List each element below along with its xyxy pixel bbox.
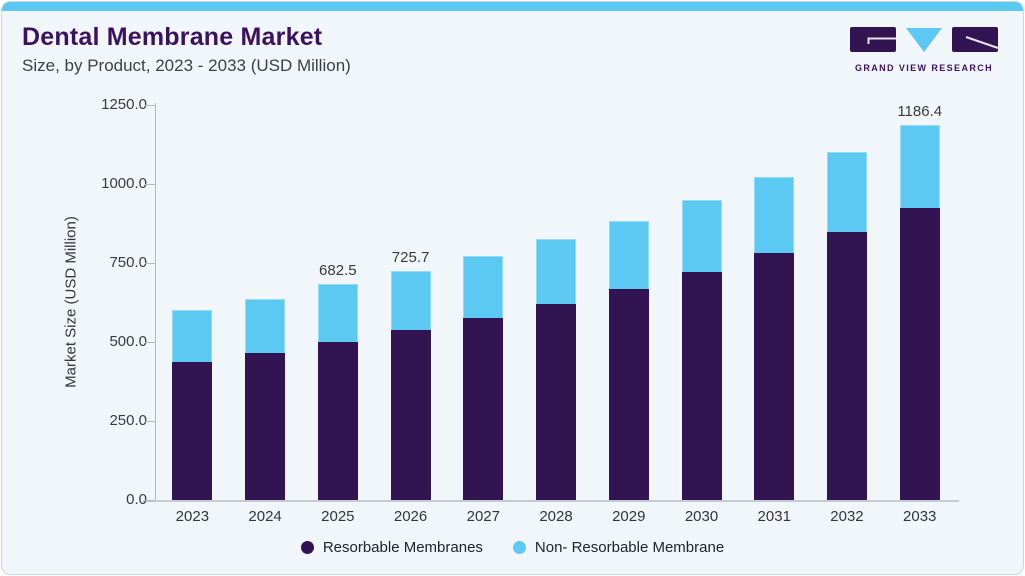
bar-segment-resorbable-membranes-2023: [172, 361, 213, 500]
bar-group-2032: [811, 105, 884, 500]
legend-label: Non- Resorbable Membrane: [534, 539, 725, 556]
y-tick-mark: [145, 342, 155, 343]
x-tick-label-2031: 2031: [757, 508, 791, 525]
bar-segment-non-resorbable-membrane-2032: [826, 152, 867, 232]
plot-area: 682.5 725.7 1186.4: [156, 103, 956, 500]
stacked-bar-2027: [463, 255, 504, 500]
stacked-bar-2028: [536, 238, 577, 500]
bar-segment-non-resorbable-membrane-2033: [899, 125, 940, 209]
bar-segment-resorbable-membranes-2024: [245, 352, 286, 500]
chart-legend: Resorbable Membranes Non- Resorbable Memb…: [2, 539, 1023, 556]
y-tick-mark: [145, 421, 155, 422]
stacked-bar-2026: 725.7: [390, 249, 431, 500]
bar-group-2025: 682.5: [301, 105, 374, 500]
x-tick-label-2033: 2033: [903, 508, 937, 525]
logo-triangle: [906, 28, 942, 52]
bar-segment-non-resorbable-membrane-2023: [172, 310, 213, 362]
top-accent-bar: [2, 2, 1023, 11]
y-tick-label: 500.0: [109, 333, 147, 350]
x-tick-label-2029: 2029: [612, 508, 646, 525]
bar-group-2023: [156, 105, 229, 500]
x-tick-label-2027: 2027: [466, 508, 500, 525]
bar-group-2030: [665, 105, 738, 500]
bar-value-label-2026: 725.7: [391, 248, 430, 266]
y-tick-label: 250.0: [109, 412, 147, 429]
y-tick-label: 0.0: [126, 491, 147, 508]
bar-group-2024: [229, 105, 302, 500]
stacked-bar-2023: [172, 310, 213, 500]
bar-segment-resorbable-membranes-2028: [536, 303, 577, 500]
legend-dot-icon: [300, 541, 314, 554]
y-tick-label: 1250.0: [101, 96, 147, 113]
stacked-bar-2031: [754, 177, 795, 500]
bar-group-2033: 1186.4: [883, 103, 956, 500]
stacked-bar-2033: 1186.4: [897, 103, 942, 500]
x-axis-line: [143, 500, 959, 502]
bar-segment-resorbable-membranes-2031: [754, 253, 795, 500]
bar-segment-non-resorbable-membrane-2026: [390, 270, 431, 331]
stacked-bar-2032: [826, 152, 867, 500]
bar-segment-non-resorbable-membrane-2031: [754, 177, 795, 254]
stacked-bar-2025: 682.5: [317, 262, 358, 500]
bar-group-2027: [447, 105, 520, 500]
stacked-bar-2030: [681, 199, 722, 500]
y-tick-mark: [145, 263, 155, 264]
y-tick-mark: [145, 184, 155, 185]
bar-value-label-2033: 1186.4: [897, 103, 943, 121]
x-tick-label-2023: 2023: [175, 508, 210, 525]
legend-item-non-resorbable-membrane: Non- Resorbable Membrane: [512, 539, 725, 556]
bar-segment-resorbable-membranes-2030: [681, 271, 722, 500]
x-tick-label-2032: 2032: [830, 508, 864, 525]
bar-segment-resorbable-membranes-2029: [608, 289, 649, 500]
gvr-logo: GRAND VIEW RESEARCH: [849, 25, 999, 73]
bar-group-2026: 725.7: [374, 105, 447, 500]
bar-segment-resorbable-membranes-2032: [826, 231, 867, 500]
stacked-bar-2024: [245, 299, 286, 500]
y-tick-mark: [145, 500, 155, 501]
y-axis-title: Market Size (USD Million): [62, 216, 80, 388]
y-tick-label: 750.0: [109, 254, 147, 271]
x-tick-label-2025: 2025: [321, 508, 355, 525]
legend-dot-icon: [512, 541, 526, 554]
bar-segment-resorbable-membranes-2026: [390, 330, 431, 500]
bar-value-label-2025: 682.5: [319, 262, 357, 280]
legend-item-resorbable-membranes: Resorbable Membranes: [300, 539, 483, 556]
x-tick-label-2026: 2026: [393, 508, 428, 525]
page-title: Dental Membrane Market: [22, 23, 323, 51]
y-tick-label: 1000.0: [101, 175, 147, 192]
bar-segment-non-resorbable-membrane-2029: [608, 220, 649, 290]
bar-segment-non-resorbable-membrane-2025: [317, 284, 358, 342]
bar-segment-resorbable-membranes-2025: [317, 341, 358, 500]
bar-segment-non-resorbable-membrane-2027: [463, 255, 504, 318]
bar-segment-non-resorbable-membrane-2024: [245, 299, 286, 353]
bar-segment-non-resorbable-membrane-2030: [681, 199, 722, 272]
x-tick-label-2030: 2030: [684, 508, 719, 525]
stacked-bar-2029: [608, 220, 649, 500]
bar-group-2028: [520, 105, 593, 500]
x-axis-labels: 2023 2024 2025 2026 2027 2028 2029 2030 2031 2032…: [156, 508, 956, 525]
y-tick-mark: [145, 105, 155, 106]
x-tick-label-2024: 2024: [248, 508, 282, 525]
bar-segment-non-resorbable-membrane-2028: [536, 238, 577, 304]
bar-group-2029: [592, 105, 665, 500]
bar-group-2031: [738, 105, 811, 500]
bar-segment-resorbable-membranes-2033: [899, 208, 940, 500]
legend-label: Resorbable Membranes: [322, 539, 483, 556]
page-subtitle: Size, by Product, 2023 - 2033 (USD Milli…: [22, 56, 351, 75]
x-tick-label-2028: 2028: [539, 508, 573, 525]
gvr-logo-text: GRAND VIEW RESEARCH: [854, 63, 994, 73]
y-axis-line: [155, 103, 156, 500]
bar-segment-resorbable-membranes-2027: [463, 317, 504, 500]
gvr-logo-marks: [850, 27, 999, 52]
